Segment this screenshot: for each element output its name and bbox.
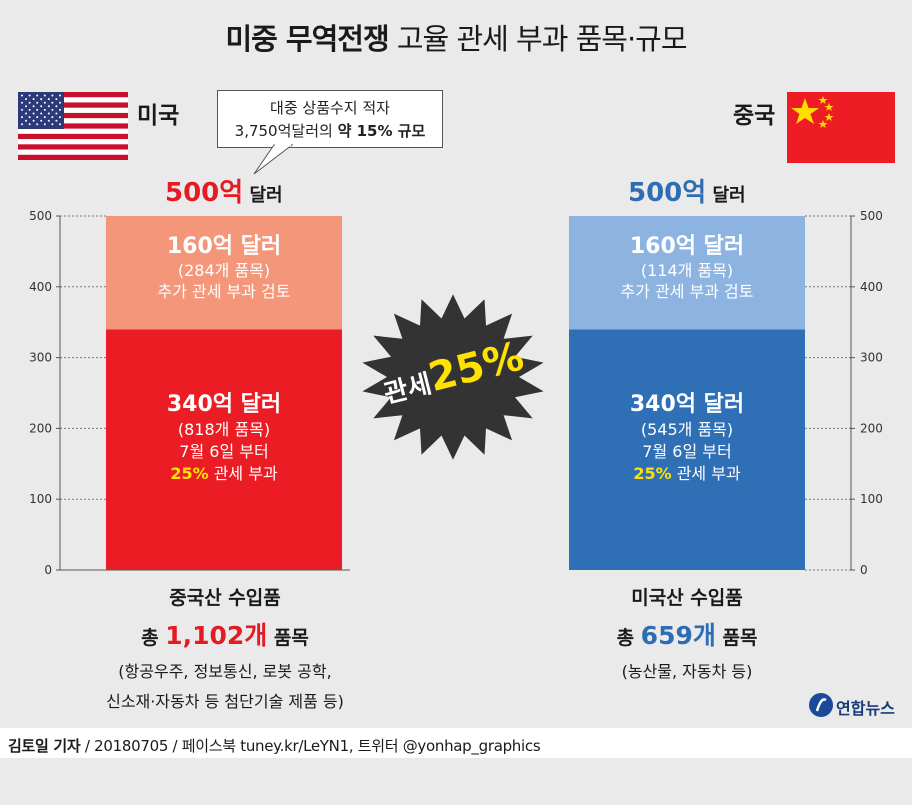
china-flag-icon	[787, 92, 895, 163]
china-tick-label: 300	[860, 351, 883, 365]
title-light: 고율 관세 부과 품목·규모	[396, 22, 688, 56]
us-tick-label: 0	[44, 563, 52, 577]
yonhap-logo-icon	[809, 693, 833, 717]
china-tick-label: 0	[860, 563, 868, 577]
us-bar-segment	[106, 329, 342, 570]
china-lower-note: 7월 6일 부터	[642, 442, 732, 461]
china-lower-items: (545개 품목)	[640, 420, 734, 439]
credit-footer: 김토일 기자 / 20180705 / 페이스북 tuney.kr/LeYN1,…	[0, 728, 912, 758]
page-title: 미중 무역전쟁 고율 관세 부과 품목·규모	[0, 16, 912, 58]
us-lower-tariff: 25% 관세 부과	[170, 464, 278, 483]
us-total: 500억 달러	[165, 178, 283, 208]
china-bar-segment	[569, 329, 805, 570]
china-bar-segment	[569, 216, 805, 330]
china-tick-label: 200	[860, 421, 883, 435]
yonhap-logo-text: 연합뉴스	[836, 699, 895, 718]
us-lower-items: (818개 품목)	[177, 420, 271, 439]
callout-pointer	[253, 144, 294, 175]
title-bold: 미중 무역전쟁	[225, 22, 389, 56]
callout-line2: 3,750억달러의 약 15% 규모	[234, 122, 426, 140]
us-count: 총 1,102개 품목	[141, 621, 309, 650]
china-lower-label: 340억 달러 (545개 품목) 7월 6일 부터 25% 관세 부과	[569, 394, 805, 482]
us-upper-note: 추가 관세 부과 검토	[157, 282, 291, 301]
us-tick-label: 100	[29, 492, 52, 506]
us-lower-amount: 340억 달러	[166, 392, 282, 417]
china-upper-note: 추가 관세 부과 검토	[620, 282, 754, 301]
china-tick-label: 500	[860, 209, 883, 223]
china-bottom: 미국산 수입품 총 659개 품목 (농산물, 자동차 등)	[522, 583, 852, 682]
china-bottom-title: 미국산 수입품	[631, 587, 743, 609]
us-detail2: 신소재·자동차 등 첨단기술 제품 등)	[106, 692, 344, 711]
us-tick-label: 500	[29, 209, 52, 223]
us-flag-icon	[18, 92, 128, 160]
china-tick-label: 400	[860, 280, 883, 294]
china-upper-items: (114개 품목)	[640, 261, 734, 280]
china-tick-label: 100	[860, 492, 883, 506]
us-bottom: 중국산 수입품 총 1,102개 품목 (항공우주, 정보통신, 로봇 공학, …	[60, 583, 390, 712]
us-upper-label: 160억 달러 (284개 품목) 추가 관세 부과 검토	[106, 236, 342, 300]
tariff-badge: 관세25%	[358, 292, 548, 462]
credit-line: 김토일 기자 / 20180705 / 페이스북 tuney.kr/LeYN1,…	[8, 737, 541, 755]
us-tick-label: 200	[29, 421, 52, 435]
us-upper-items: (284개 품목)	[177, 261, 271, 280]
us-country-label: 미국	[137, 103, 180, 129]
us-bottom-title: 중국산 수입품	[169, 587, 281, 609]
china-upper-label: 160억 달러 (114개 품목) 추가 관세 부과 검토	[569, 236, 805, 300]
us-lower-label: 340억 달러 (818개 품목) 7월 6일 부터 25% 관세 부과	[106, 394, 342, 482]
china-detail1: (농산물, 자동차 등)	[621, 662, 753, 681]
china-country-label: 중국	[733, 103, 776, 129]
us-bar-segment	[106, 216, 342, 330]
us-upper-amount: 160억 달러	[166, 234, 282, 259]
deficit-callout: 대중 상품수지 적자 3,750억달러의 약 15% 규모	[217, 90, 443, 148]
china-lower-tariff: 25% 관세 부과	[633, 464, 741, 483]
china-count: 총 659개 품목	[616, 621, 758, 650]
us-tick-label: 400	[29, 280, 52, 294]
us-tick-label: 300	[29, 351, 52, 365]
us-lower-note: 7월 6일 부터	[179, 442, 269, 461]
callout-line1: 대중 상품수지 적자	[270, 99, 390, 117]
china-total: 500억 달러	[628, 178, 746, 208]
us-detail1: (항공우주, 정보통신, 로봇 공학,	[118, 662, 332, 681]
burst-icon	[362, 294, 544, 460]
china-upper-amount: 160억 달러	[629, 234, 745, 259]
china-lower-amount: 340억 달러	[629, 392, 745, 417]
